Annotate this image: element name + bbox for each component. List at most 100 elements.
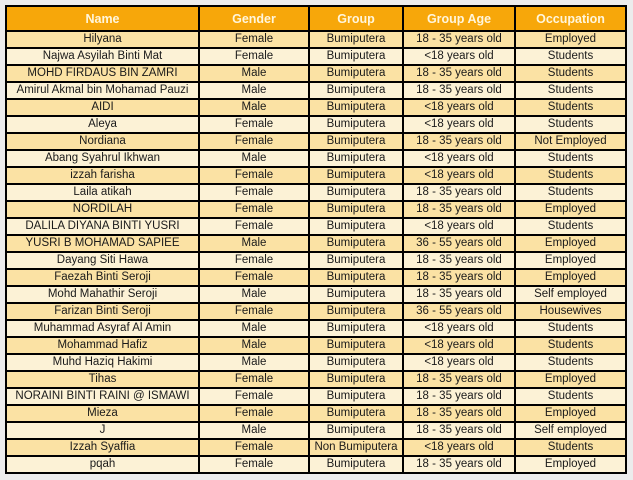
cell-group: Bumiputera — [308, 336, 404, 355]
table-row: NORAINI BINTI RAINI @ ISMAWI Female Bumipu… — [5, 387, 627, 406]
cell-occupation: Students — [514, 115, 627, 134]
cell-name: Amirul Akmal bin Mohamad Pauzi — [5, 81, 200, 100]
cell-group: Bumiputera — [308, 319, 404, 338]
column-header-name: Name — [5, 5, 200, 32]
cell-occupation: Students — [514, 387, 627, 406]
cell-group-age: <18 years old — [402, 319, 516, 338]
table-row: Muhd Haziq Hakimi Male Bumiputera <18 years… — [5, 353, 627, 372]
cell-group: Bumiputera — [308, 132, 404, 151]
table-row: Amirul Akmal bin Mohamad Pauzi Male Bumipu… — [5, 81, 627, 100]
cell-occupation: Students — [514, 438, 627, 457]
cell-gender: Female — [198, 132, 310, 151]
cell-occupation: Employed — [514, 200, 627, 219]
table-row: Tihas Female Bumiputera 18 - 35 years old Em… — [5, 370, 627, 389]
cell-name: MOHD FIRDAUS BIN ZAMRI — [5, 64, 200, 83]
cell-group-age: 18 - 35 years old — [402, 370, 516, 389]
cell-gender: Female — [198, 302, 310, 321]
table-row: Izzah Syaffia Female Non Bumiputera <18 yea… — [5, 438, 627, 457]
cell-group-age: <18 years old — [402, 149, 516, 168]
column-header-occupation: Occupation — [514, 5, 627, 32]
cell-group-age: 18 - 35 years old — [402, 387, 516, 406]
cell-name: Faezah Binti Seroji — [5, 268, 200, 287]
cell-group-age: 18 - 35 years old — [402, 132, 516, 151]
cell-name: izzah farisha — [5, 166, 200, 185]
cell-name: Laila atikah — [5, 183, 200, 202]
cell-group-age: <18 years old — [402, 166, 516, 185]
cell-name: Abang Syahrul Ikhwan — [5, 149, 200, 168]
cell-group-age: 18 - 35 years old — [402, 81, 516, 100]
cell-gender: Female — [198, 30, 310, 49]
column-header-group-age: Group Age — [402, 5, 516, 32]
cell-group-age: 18 - 35 years old — [402, 455, 516, 474]
table-body: Hilyana Female Bumiputera 18 - 35 years old… — [5, 30, 627, 474]
cell-occupation: Self employed — [514, 421, 627, 440]
table-row: YUSRI B MOHAMAD SAPIEE Male Bumiputera 36 -… — [5, 234, 627, 253]
table-row: Najwa Asyilah Binti Mat Female Bumiputera <… — [5, 47, 627, 66]
cell-group: Bumiputera — [308, 115, 404, 134]
table-row: NORDILAH Female Bumiputera 18 - 35 years ol… — [5, 200, 627, 219]
cell-name: Farizan Binti Seroji — [5, 302, 200, 321]
cell-name: Najwa Asyilah Binti Mat — [5, 47, 200, 66]
cell-name: NORDILAH — [5, 200, 200, 219]
cell-group: Bumiputera — [308, 30, 404, 49]
cell-group: Bumiputera — [308, 421, 404, 440]
cell-gender: Male — [198, 353, 310, 372]
cell-group: Bumiputera — [308, 370, 404, 389]
table-row: AIDI Male Bumiputera <18 years old Students — [5, 98, 627, 117]
cell-occupation: Students — [514, 64, 627, 83]
cell-group: Bumiputera — [308, 455, 404, 474]
cell-occupation: Employed — [514, 30, 627, 49]
table-row: Nordiana Female Bumiputera 18 - 35 years ol… — [5, 132, 627, 151]
cell-group: Bumiputera — [308, 64, 404, 83]
cell-occupation: Employed — [514, 455, 627, 474]
cell-group-age: <18 years old — [402, 47, 516, 66]
table-header: Name Gender Group Group Age Occupation — [5, 5, 627, 32]
cell-occupation: Employed — [514, 370, 627, 389]
cell-group: Bumiputera — [308, 98, 404, 117]
cell-name: Dayang Siti Hawa — [5, 251, 200, 270]
table-row: Mohammad Hafiz Male Bumiputera <18 years ol… — [5, 336, 627, 355]
table-row: izzah farisha Female Bumiputera <18 years o… — [5, 166, 627, 185]
cell-occupation: Students — [514, 217, 627, 236]
table-row: Dayang Siti Hawa Female Bumiputera 18 - 35 … — [5, 251, 627, 270]
cell-group-age: <18 years old — [402, 353, 516, 372]
table-header-row: Name Gender Group Group Age Occupation — [5, 5, 627, 32]
cell-gender: Male — [198, 319, 310, 338]
cell-name: Mohd Mahathir Seroji — [5, 285, 200, 304]
cell-name: YUSRI B MOHAMAD SAPIEE — [5, 234, 200, 253]
table-row: Abang Syahrul Ikhwan Male Bumiputera <18 ye… — [5, 149, 627, 168]
cell-group-age: 18 - 35 years old — [402, 64, 516, 83]
cell-group-age: <18 years old — [402, 98, 516, 117]
cell-gender: Male — [198, 81, 310, 100]
cell-occupation: Employed — [514, 234, 627, 253]
cell-name: Aleya — [5, 115, 200, 134]
cell-name: Izzah Syaffia — [5, 438, 200, 457]
cell-gender: Male — [198, 285, 310, 304]
cell-group: Bumiputera — [308, 387, 404, 406]
cell-group-age: 18 - 35 years old — [402, 285, 516, 304]
cell-gender: Female — [198, 387, 310, 406]
cell-name: Nordiana — [5, 132, 200, 151]
cell-name: Muhammad Asyraf Al Amin — [5, 319, 200, 338]
cell-occupation: Self employed — [514, 285, 627, 304]
cell-group: Bumiputera — [308, 268, 404, 287]
cell-gender: Female — [198, 217, 310, 236]
table-row: Farizan Binti Seroji Female Bumiputera 36 -… — [5, 302, 627, 321]
table-row: pqah Female Bumiputera 18 - 35 years old Emp… — [5, 455, 627, 474]
cell-name: Mieza — [5, 404, 200, 423]
cell-group: Bumiputera — [308, 183, 404, 202]
cell-occupation: Employed — [514, 268, 627, 287]
cell-group: Bumiputera — [308, 47, 404, 66]
table-row: Laila atikah Female Bumiputera 18 - 35 year… — [5, 183, 627, 202]
cell-gender: Female — [198, 370, 310, 389]
cell-gender: Female — [198, 251, 310, 270]
cell-gender: Male — [198, 421, 310, 440]
cell-gender: Female — [198, 200, 310, 219]
cell-group-age: 36 - 55 years old — [402, 234, 516, 253]
participants-table: Name Gender Group Group Age Occupation Hilya… — [5, 5, 627, 474]
cell-occupation: Students — [514, 166, 627, 185]
cell-group-age: 18 - 35 years old — [402, 251, 516, 270]
cell-group: Bumiputera — [308, 404, 404, 423]
cell-gender: Male — [198, 336, 310, 355]
cell-occupation: Not Employed — [514, 132, 627, 151]
